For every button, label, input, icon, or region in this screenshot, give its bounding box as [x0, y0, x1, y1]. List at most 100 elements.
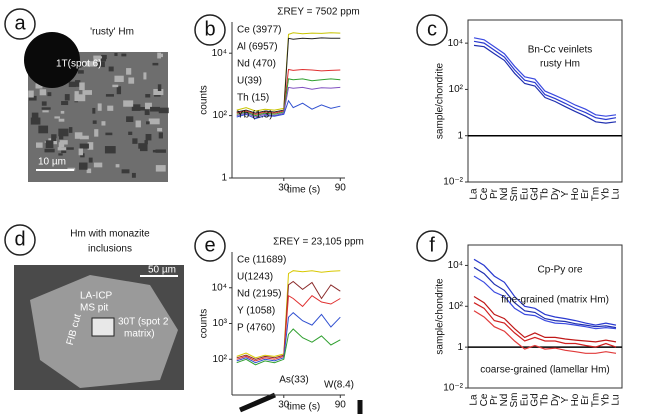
- image-label: matrix): [124, 329, 155, 340]
- series-label: Nd (2195): [237, 289, 281, 300]
- series-line: [473, 266, 617, 329]
- texture-grain: [44, 148, 55, 153]
- texture-grain: [132, 138, 138, 144]
- texture-grain: [65, 147, 74, 150]
- texture-grain: [94, 61, 105, 68]
- y-axis-label: sample/chondrite: [435, 278, 446, 355]
- x-tick-label: Ce: [479, 187, 490, 200]
- x-axis-label: time (s): [287, 402, 320, 413]
- texture-grain: [105, 132, 113, 136]
- x-tick-label: Y: [560, 190, 571, 197]
- series-line: [473, 310, 617, 354]
- series-line: [236, 328, 341, 366]
- y-tick-label: 10²: [449, 301, 464, 312]
- texture-grain: [128, 77, 135, 84]
- series-line: [236, 68, 341, 115]
- series-line: [236, 294, 341, 362]
- x-tick-label: Tm: [590, 393, 601, 407]
- texture-grain: [126, 116, 134, 122]
- series-label: Al (6957): [237, 42, 278, 53]
- texture-grain: [58, 128, 69, 137]
- texture-grain: [157, 52, 161, 59]
- panel-label-ring: [4, 8, 36, 40]
- texture-grain: [121, 169, 130, 174]
- x-tick-label: Lu: [611, 188, 622, 199]
- texture-grain: [42, 110, 49, 113]
- series-line: [473, 40, 617, 121]
- panel-label-ring: [194, 230, 226, 262]
- texture-grain: [78, 63, 86, 67]
- image-label: 30T (spot 2: [118, 317, 169, 328]
- x-tick-label: Eu: [519, 394, 530, 406]
- texture-grain: [30, 117, 41, 125]
- texture-grain: [92, 120, 97, 124]
- annotation: fine-grained (matrix Hm): [501, 295, 609, 306]
- texture-grain: [104, 146, 116, 154]
- pit: [91, 317, 115, 337]
- x-tick-label: Ho: [570, 187, 581, 200]
- texture-grain: [58, 153, 63, 156]
- texture-grain: [79, 82, 85, 90]
- texture-grain: [116, 86, 122, 95]
- texture-grain: [68, 81, 76, 88]
- texture-grain: [88, 157, 93, 163]
- series-label: P (4760): [237, 323, 275, 334]
- y-tick-label: 10⁴: [448, 38, 463, 49]
- texture-grain: [144, 102, 152, 109]
- texture-grain: [126, 68, 132, 75]
- texture-grain: [38, 125, 49, 134]
- x-tick-label: 30: [278, 400, 290, 411]
- x-tick-label: Pr: [489, 394, 500, 405]
- panel-label-ring: [4, 224, 36, 256]
- series-line: [473, 302, 617, 348]
- y-tick-label: 10⁴: [212, 48, 227, 59]
- scale-label: 50 µm: [148, 265, 176, 276]
- series-line: [473, 37, 617, 117]
- texture-grain: [64, 94, 70, 101]
- x-tick-label: La: [469, 188, 480, 200]
- annotation: Bn-Cc veinlets: [528, 45, 592, 56]
- x-tick-label: Sm: [509, 393, 520, 408]
- texture-grain: [138, 106, 146, 111]
- annotation: rusty Hm: [540, 59, 580, 70]
- x-tick-label: Tb: [540, 188, 551, 200]
- texture-grain: [51, 134, 57, 142]
- series-line: [473, 44, 617, 124]
- series-line: [236, 312, 341, 364]
- y-tick-label: 10⁻²: [443, 383, 463, 394]
- texture-grain: [145, 133, 152, 141]
- panel-label-ring: [416, 14, 448, 46]
- texture-grain: [82, 90, 92, 95]
- texture-grain: [123, 100, 134, 107]
- texture-grain: [54, 116, 60, 119]
- texture-grain: [78, 162, 88, 170]
- series-line: [236, 270, 341, 359]
- series-line: [473, 295, 617, 343]
- texture-grain: [35, 142, 43, 148]
- x-tick-label: Nd: [499, 394, 510, 407]
- x-tick-label: 30: [278, 183, 290, 194]
- panel-label: c: [427, 18, 437, 40]
- y-tick-label: 10³: [213, 318, 228, 329]
- texture-grain: [108, 66, 114, 72]
- texture-grain: [158, 132, 163, 139]
- y-axis-label: counts: [199, 309, 210, 338]
- texture-grain: [115, 164, 120, 168]
- series-label: U(39): [237, 76, 262, 87]
- x-tick-label: Dy: [550, 394, 561, 406]
- texture-grain: [86, 168, 92, 174]
- series-label: U(1243): [237, 272, 273, 283]
- texture-grain: [94, 129, 99, 137]
- texture-grain: [144, 140, 148, 145]
- texture-grain: [59, 133, 64, 140]
- texture-grain: [41, 101, 47, 106]
- texture-grain: [101, 121, 106, 126]
- panel-title: Hm with monazite: [70, 229, 150, 240]
- texture-grain: [114, 75, 124, 82]
- texture-grain: [74, 132, 83, 139]
- panel-title: 'rusty' Hm: [90, 27, 134, 38]
- x-tick-label: Lu: [611, 394, 622, 405]
- x-tick-label: 90: [335, 183, 347, 194]
- texture-grain: [60, 110, 65, 114]
